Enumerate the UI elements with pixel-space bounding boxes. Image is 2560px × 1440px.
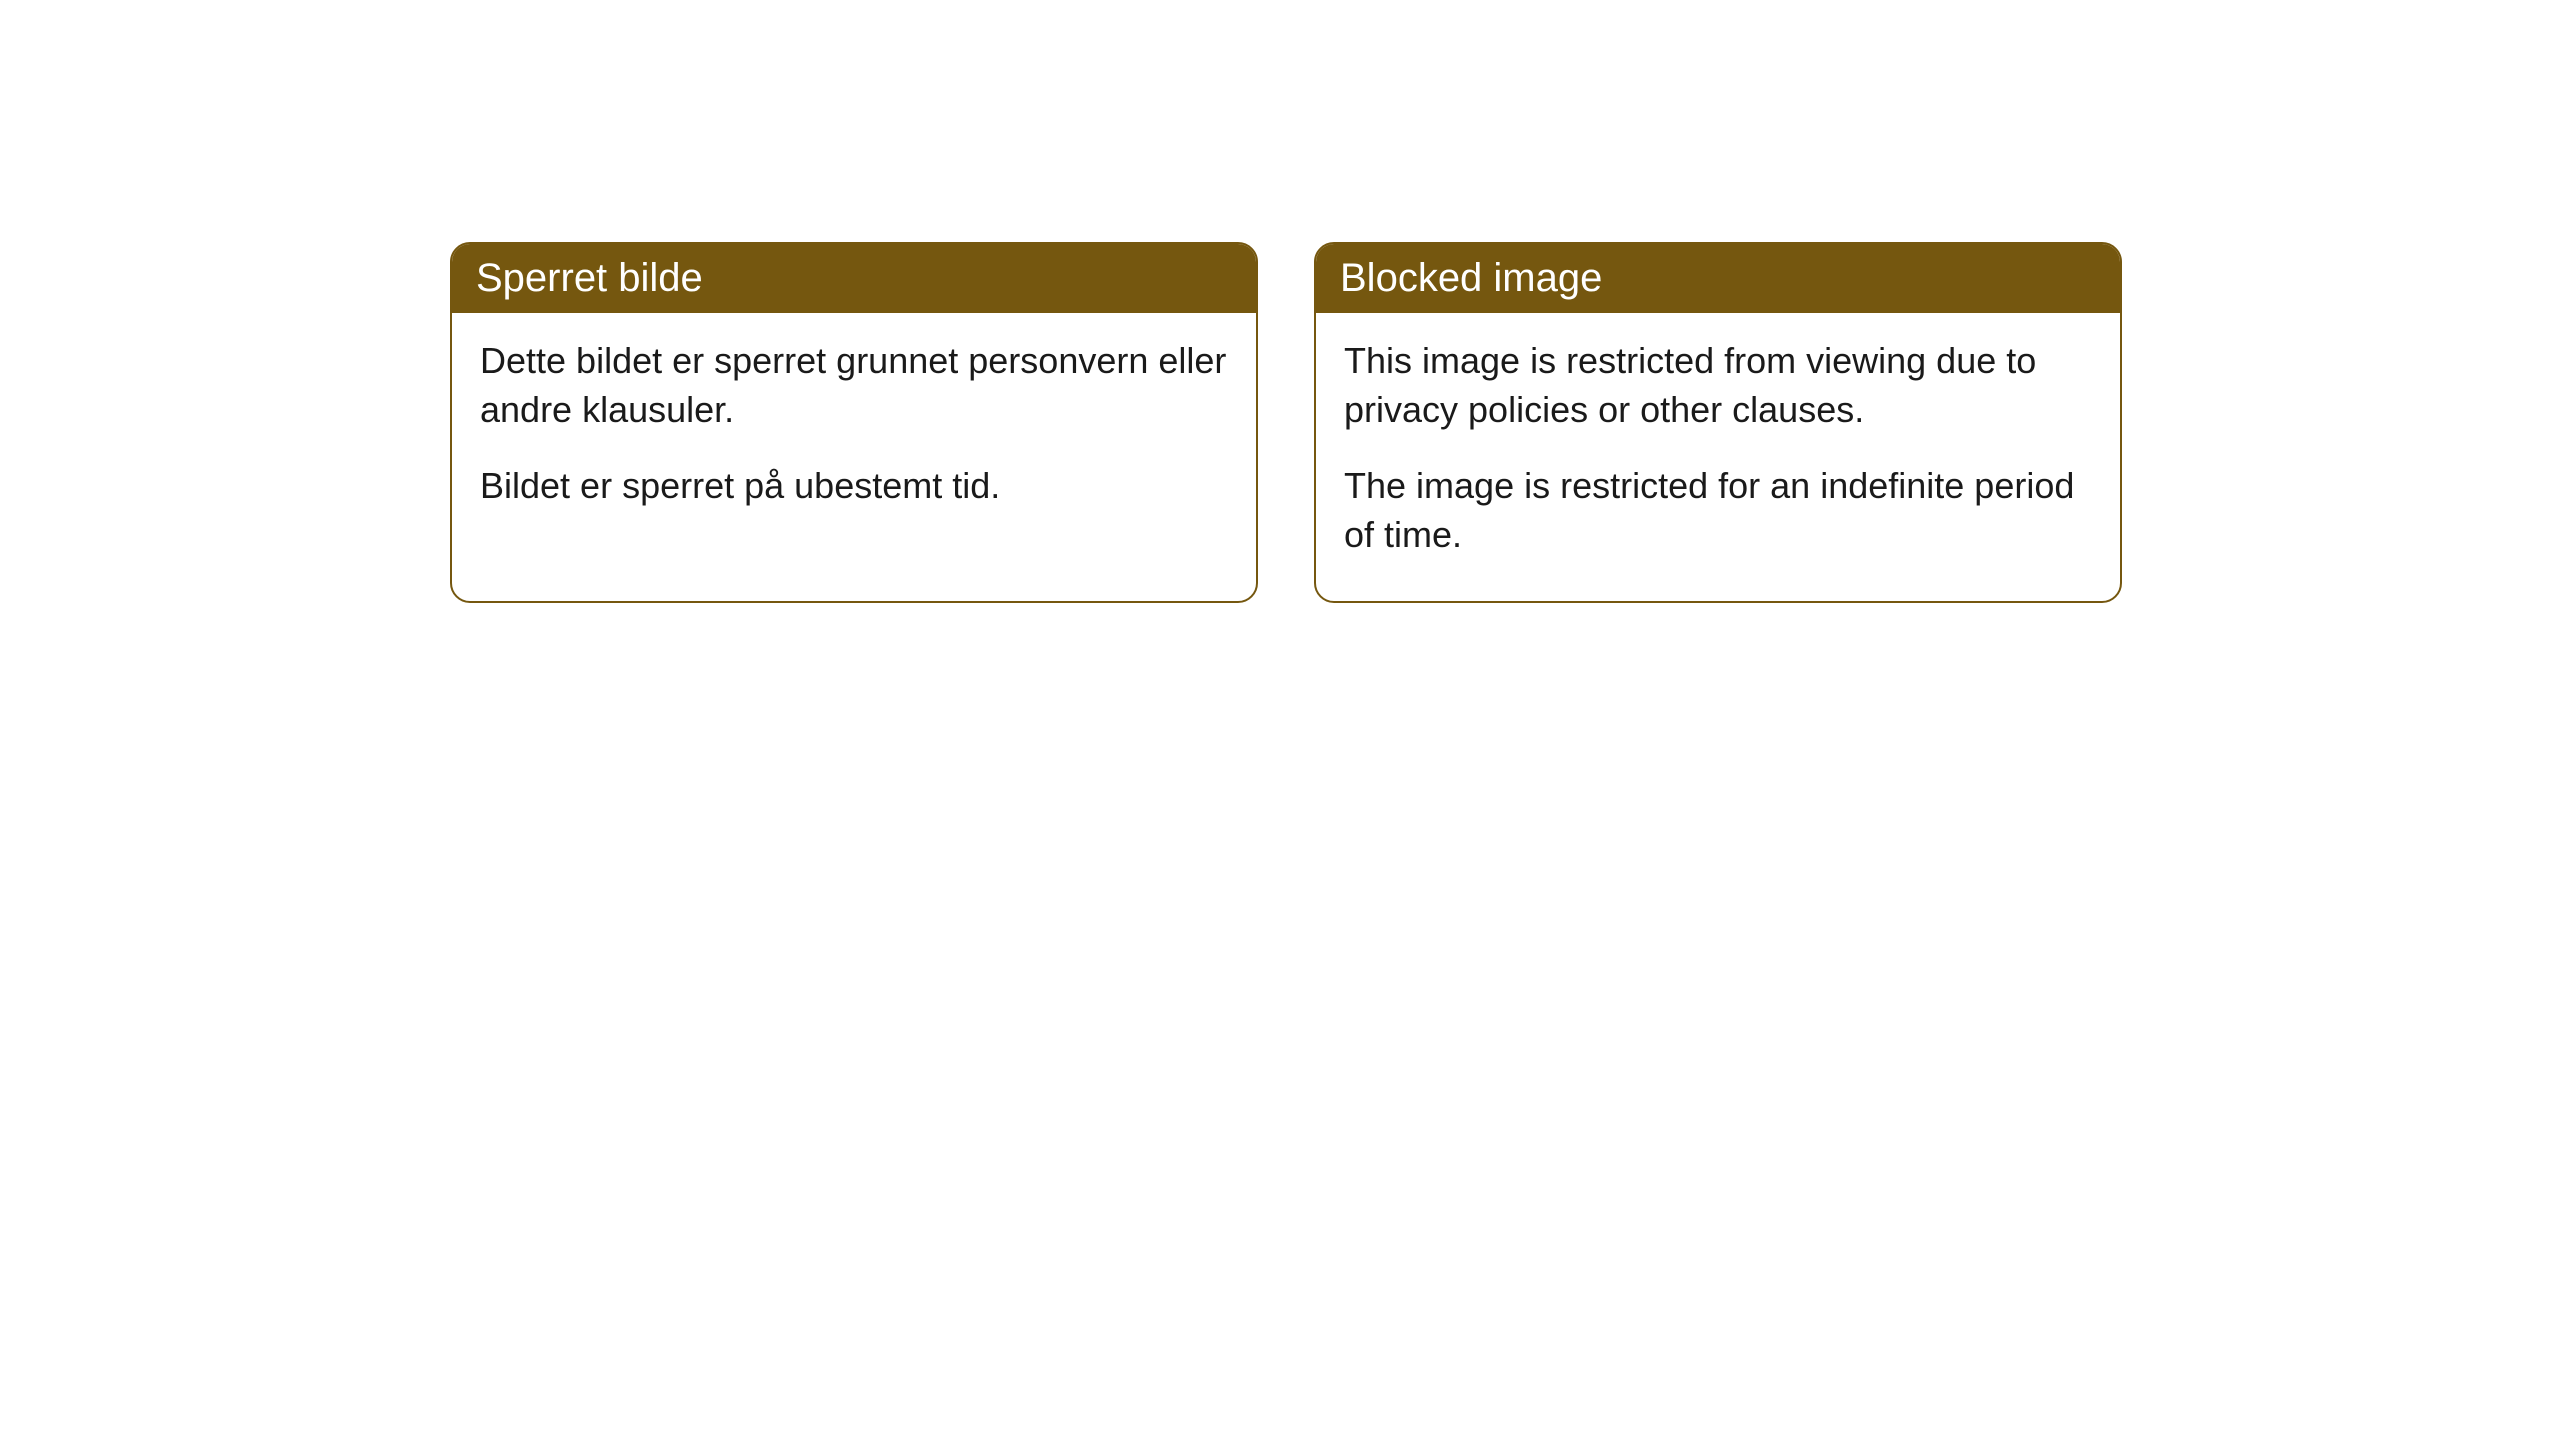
card-body-en: This image is restricted from viewing du… bbox=[1316, 313, 2120, 601]
card-paragraph-en-1: This image is restricted from viewing du… bbox=[1344, 337, 2092, 434]
card-title-en: Blocked image bbox=[1340, 256, 1602, 300]
card-paragraph-no-2: Bildet er sperret på ubestemt tid. bbox=[480, 462, 1228, 511]
cards-container: Sperret bilde Dette bildet er sperret gr… bbox=[0, 0, 2560, 603]
card-header-no: Sperret bilde bbox=[452, 244, 1256, 313]
card-body-no: Dette bildet er sperret grunnet personve… bbox=[452, 313, 1256, 553]
blocked-image-card-en: Blocked image This image is restricted f… bbox=[1314, 242, 2122, 603]
blocked-image-card-no: Sperret bilde Dette bildet er sperret gr… bbox=[450, 242, 1258, 603]
card-paragraph-en-2: The image is restricted for an indefinit… bbox=[1344, 462, 2092, 559]
card-header-en: Blocked image bbox=[1316, 244, 2120, 313]
card-title-no: Sperret bilde bbox=[476, 256, 703, 300]
card-paragraph-no-1: Dette bildet er sperret grunnet personve… bbox=[480, 337, 1228, 434]
